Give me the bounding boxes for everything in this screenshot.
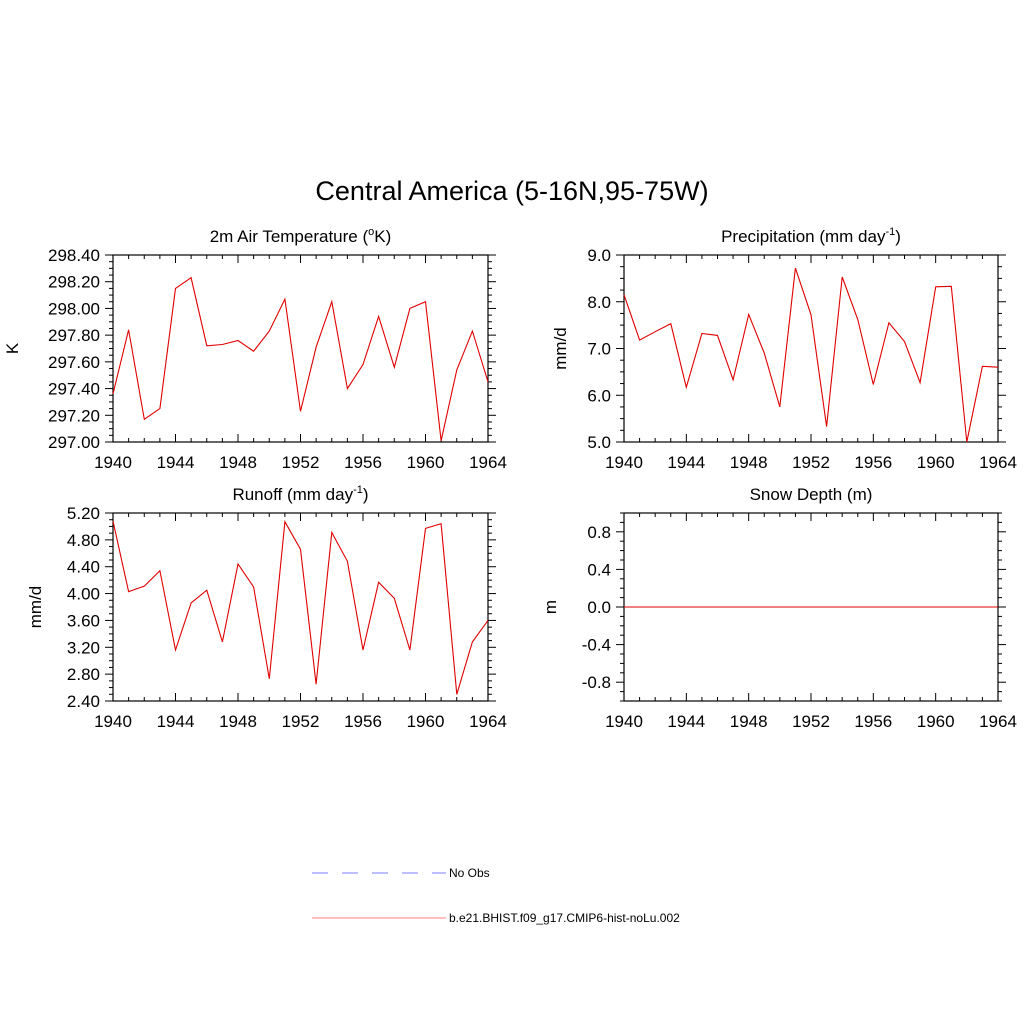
y-tick-label: 5.0 [587, 433, 611, 452]
y-tick-label: 0.4 [587, 560, 611, 579]
series-line [112, 519, 489, 695]
x-tick-label: 1964 [469, 712, 507, 731]
panel-title-superscript: -1 [353, 484, 363, 496]
x-tick-label: 1956 [854, 712, 892, 731]
panel-title: 2m Air Temperature (oK) [210, 226, 392, 246]
panel-title: Snow Depth (m) [750, 485, 873, 504]
y-axis-label: mm/d [551, 327, 570, 370]
x-tick-label: 1960 [407, 712, 445, 731]
y-tick-label: 8.0 [587, 293, 611, 312]
panel-title-superscript: -1 [885, 226, 895, 238]
x-tick-label: 1948 [219, 453, 257, 472]
y-tick-label: 0.8 [587, 523, 611, 542]
panel-title-superscript: o [368, 226, 374, 238]
y-tick-label: 297.60 [48, 353, 100, 372]
y-tick-label: 2.40 [67, 692, 100, 711]
y-tick-label: 4.00 [67, 585, 100, 604]
y-tick-label: 0.0 [587, 598, 611, 617]
x-tick-label: 1964 [469, 453, 507, 472]
y-tick-label: 298.20 [48, 273, 100, 292]
x-tick-label: 1956 [854, 453, 892, 472]
legend-item-1: No Obs [312, 866, 490, 880]
panel-title-end: ) [895, 227, 901, 246]
y-tick-label: -0.4 [582, 636, 611, 655]
panel-4: 1940 1944 1948 1952 1956 1960 1964 -0.8 -0.4 0.0 0… [541, 485, 1017, 731]
x-tick-label: 1964 [979, 453, 1017, 472]
x-tick-label: 1964 [979, 712, 1017, 731]
x-tick-label: 1952 [792, 712, 830, 731]
series-line [112, 276, 489, 441]
y-tick-label: 5.20 [67, 504, 100, 523]
x-tick-label: 1940 [94, 453, 132, 472]
x-tick-label: 1948 [219, 712, 257, 731]
legend-label: No Obs [449, 866, 490, 880]
plot-frame [112, 254, 489, 443]
y-tick-label: 9.0 [587, 246, 611, 265]
y-tick-label: 6.0 [587, 386, 611, 405]
x-tick-label: 1948 [730, 712, 768, 731]
panel-title-text: Runoff (mm day [232, 485, 353, 504]
y-axis-label: K [3, 342, 22, 354]
panel-2: 1940 1944 1948 1952 1956 1960 1964 5.0 6.0 7.0 8.0… [551, 226, 1017, 472]
x-tick-label: 1948 [730, 453, 768, 472]
y-tick-label: 297.20 [48, 406, 100, 425]
y-tick-label: 2.80 [67, 665, 100, 684]
panel-title: Precipitation (mm day-1) [721, 226, 901, 246]
y-tick-label: 298.00 [48, 299, 100, 318]
x-tick-label: 1940 [605, 453, 643, 472]
panel-title-end: K) [374, 227, 391, 246]
y-tick-label: 4.40 [67, 558, 100, 577]
y-axis-label: mm/d [26, 586, 45, 629]
y-tick-label: 297.40 [48, 380, 100, 399]
legend-item-2: b.e21.BHIST.f09_g17.CMIP6-hist-noLu.002 [312, 911, 680, 925]
panel-title: Runoff (mm day-1) [232, 484, 368, 504]
legend-label: b.e21.BHIST.f09_g17.CMIP6-hist-noLu.002 [449, 911, 680, 925]
panel-title-end: ) [363, 485, 369, 504]
x-tick-label: 1944 [157, 453, 195, 472]
panel-3: 1940 1944 1948 1952 1956 1960 1964 2.40 2.80 3.20… [26, 484, 507, 731]
x-tick-label: 1944 [667, 712, 705, 731]
y-tick-label: 4.80 [67, 531, 100, 550]
x-tick-label: 1944 [667, 453, 705, 472]
panel-title-text: Snow Depth (m) [750, 485, 873, 504]
figure-title: Central America (5-16N,95-75W) [315, 176, 708, 206]
panel-title-text: Precipitation (mm day [721, 227, 886, 246]
y-tick-label: 297.00 [48, 433, 100, 452]
series-line [623, 267, 999, 443]
legend: No Obs b.e21.BHIST.f09_g17.CMIP6-hist-noL… [312, 866, 680, 925]
x-tick-label: 1960 [407, 453, 445, 472]
plot-frame [112, 512, 489, 702]
y-tick-label: 3.60 [67, 611, 100, 630]
x-tick-label: 1952 [282, 712, 320, 731]
y-tick-label: -0.8 [582, 673, 611, 692]
x-tick-label: 1952 [792, 453, 830, 472]
y-tick-label: 7.0 [587, 340, 611, 359]
x-tick-label: 1940 [605, 712, 643, 731]
y-tick-label: 3.20 [67, 638, 100, 657]
x-tick-label: 1944 [157, 712, 195, 731]
plot-frame [623, 254, 999, 443]
y-tick-label: 298.40 [48, 246, 100, 265]
x-tick-label: 1960 [917, 712, 955, 731]
y-axis-label: m [541, 600, 560, 614]
x-tick-label: 1956 [344, 453, 382, 472]
panel-1: 1940 1944 1948 1952 1956 1960 1964 297.00 297.20… [3, 226, 507, 472]
panels-group: 1940 1944 1948 1952 1956 1960 1964 297.00 297.20… [3, 226, 1017, 731]
x-tick-label: 1952 [282, 453, 320, 472]
panel-title-text: 2m Air Temperature ( [210, 227, 369, 246]
x-tick-label: 1956 [344, 712, 382, 731]
x-tick-label: 1960 [917, 453, 955, 472]
y-tick-label: 297.80 [48, 326, 100, 345]
x-tick-label: 1940 [94, 712, 132, 731]
